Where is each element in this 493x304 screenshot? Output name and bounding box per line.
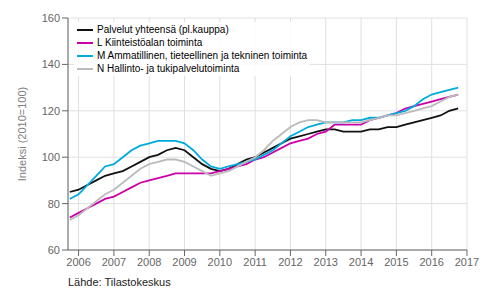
svg-text:2010: 2010 [208,256,232,268]
html-text:M Ammatillinen, tieteellinen j: M Ammatillinen, tieteellinen ja tekninen… [97,50,308,61]
svg-text:80: 80 [48,198,60,210]
html-text:N Hallinto- ja tukipalvelutoim: N Hallinto- ja tukipalvelutoiminta [97,63,240,74]
svg-text:2008: 2008 [137,256,161,268]
svg-text:120: 120 [42,105,60,117]
svg-text:2009: 2009 [172,256,196,268]
svg-text:Indeksi (2010=100): Indeksi (2010=100) [16,87,28,181]
svg-text:140: 140 [42,58,60,70]
svg-text:60: 60 [48,244,60,256]
svg-text:100: 100 [42,151,60,163]
svg-text:2015: 2015 [384,256,408,268]
html-text:Lähde: Tilastokeskus: Lähde: Tilastokeskus [68,276,171,288]
svg-text:2017: 2017 [455,256,479,268]
svg-text:2007: 2007 [102,256,126,268]
svg-text:2013: 2013 [314,256,338,268]
html-text:L Kiinteistöalan toiminta: L Kiinteistöalan toiminta [97,37,203,48]
svg-text:2011: 2011 [243,256,267,268]
html-text:Palvelut yhteensä (pl.kauppa): Palvelut yhteensä (pl.kauppa) [97,24,229,35]
svg-text:160: 160 [42,12,60,24]
svg-text:2006: 2006 [66,256,90,268]
svg-text:2014: 2014 [349,256,373,268]
svg-text:2016: 2016 [419,256,443,268]
svg-text:2012: 2012 [278,256,302,268]
